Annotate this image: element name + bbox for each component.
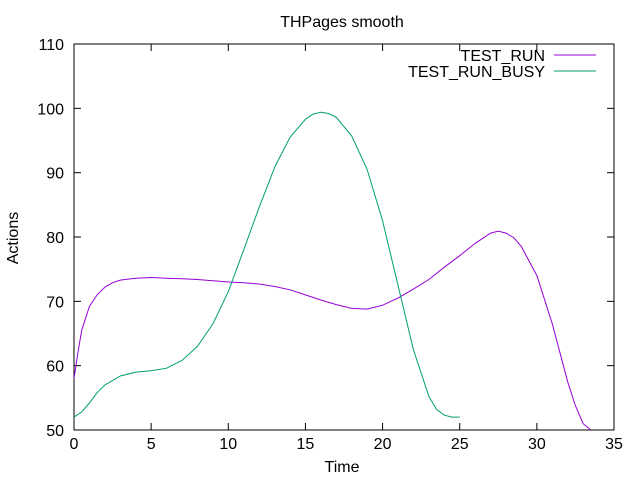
x-axis-label: Time [325, 459, 360, 476]
x-tick-label: 20 [374, 436, 392, 453]
y-tick-label: 50 [46, 423, 64, 440]
x-tick-label: 10 [219, 436, 237, 453]
plot-area-frame [73, 43, 615, 431]
y-tick-label: 60 [46, 359, 64, 376]
x-tick-label: 30 [528, 436, 546, 453]
y-tick-label: 80 [46, 230, 64, 247]
y-tick-label: 70 [46, 294, 64, 311]
y-tick-label: 110 [38, 37, 64, 54]
x-tick-label: 35 [605, 436, 623, 453]
series-lines [73, 111, 592, 431]
x-tick-label: 5 [147, 436, 156, 453]
series-line-test-run-busy [73, 111, 460, 418]
x-tick-label: 15 [297, 436, 315, 453]
legend-label: TEST_RUN_BUSY [408, 64, 545, 81]
x-tick-label: 0 [70, 436, 79, 453]
x-tick-label: 25 [451, 436, 469, 453]
legend-label: TEST_RUN [461, 48, 545, 65]
axis-ticks: 0 5 10 15 20 25 30 35 50 60 70 80 90 100 110 [37, 37, 623, 453]
y-tick-label: 90 [46, 166, 64, 183]
y-tick-label: 100 [37, 101, 64, 118]
chart-title: THPages smooth [280, 14, 404, 31]
series-line-test-run [73, 230, 592, 431]
y-axis-label: Actions [5, 212, 22, 264]
